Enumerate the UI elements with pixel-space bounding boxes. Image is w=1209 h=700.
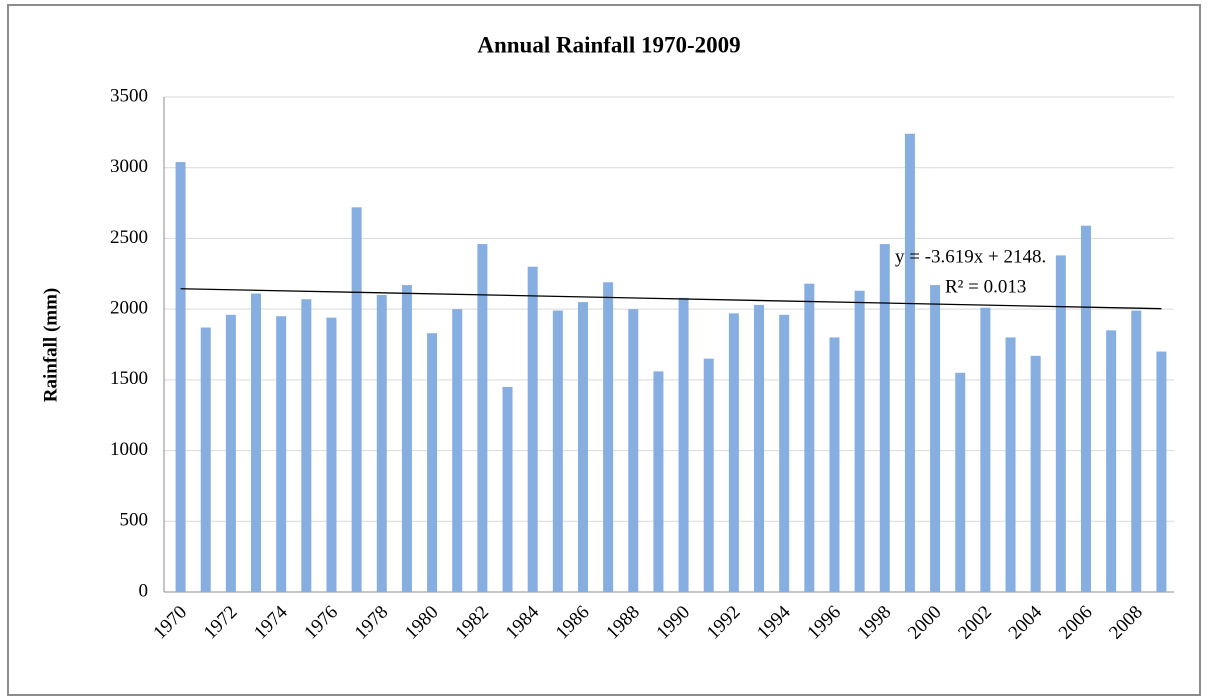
- bar: [376, 295, 387, 592]
- bar: [200, 327, 211, 592]
- bar: [879, 244, 890, 593]
- bar: [779, 314, 790, 592]
- bar: [175, 162, 186, 593]
- bar: [452, 309, 463, 592]
- bar: [1005, 337, 1016, 592]
- bar: [628, 309, 639, 592]
- bar: [904, 133, 915, 592]
- bar: [251, 293, 262, 592]
- bar: [854, 290, 865, 592]
- bar: [603, 282, 614, 592]
- bar: [728, 313, 739, 592]
- bar: [427, 333, 438, 592]
- y-tick-label: 3000: [110, 156, 148, 177]
- y-tick-label: 0: [139, 580, 149, 601]
- bar: [577, 302, 588, 592]
- bar: [653, 371, 664, 592]
- bar: [1106, 330, 1117, 592]
- bar: [301, 299, 312, 592]
- y-tick-label: 1500: [110, 368, 148, 389]
- trendline-equation: y = -3.619x + 2148.: [895, 246, 1046, 267]
- bar: [276, 316, 287, 592]
- bar: [552, 310, 563, 592]
- bar: [1156, 351, 1167, 592]
- bar: [1131, 310, 1142, 592]
- y-axis-title: Rainfall (mm): [40, 288, 61, 403]
- bar: [980, 307, 991, 592]
- y-tick-label: 2500: [110, 227, 148, 248]
- y-tick-label: 500: [120, 510, 149, 531]
- bar: [401, 285, 412, 592]
- bar: [351, 207, 362, 593]
- bar: [930, 285, 941, 592]
- bar: [225, 314, 236, 592]
- trendline-r2: R² = 0.013: [945, 276, 1026, 297]
- chart-title: Annual Rainfall 1970-2009: [477, 32, 740, 57]
- bar: [1030, 355, 1041, 592]
- y-tick-label: 3500: [110, 85, 148, 106]
- bar: [326, 317, 337, 592]
- y-tick-label: 1000: [110, 439, 148, 460]
- bar: [703, 358, 714, 592]
- bar: [804, 283, 815, 592]
- bar: [1055, 255, 1066, 592]
- y-tick-label: 2000: [110, 298, 148, 319]
- bar: [502, 386, 513, 592]
- trendline: [180, 288, 1162, 310]
- bar: [678, 297, 689, 592]
- bar: [829, 337, 840, 592]
- bar: [477, 244, 488, 593]
- bar: [1080, 225, 1091, 592]
- bar: [955, 372, 966, 592]
- bar: [527, 266, 538, 592]
- bar: [754, 304, 765, 592]
